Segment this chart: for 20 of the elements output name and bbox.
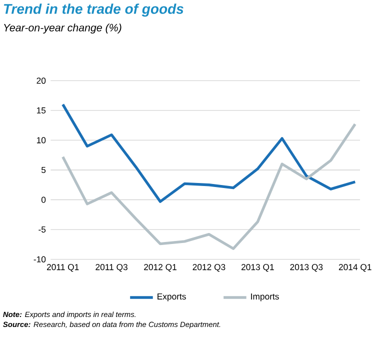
x-tick-label: 2012 Q3 xyxy=(192,264,226,272)
line-series xyxy=(62,122,356,250)
x-tick-label: 2012 Q1 xyxy=(144,264,176,272)
line-series xyxy=(62,103,356,203)
x-tick-label: 2013 Q1 xyxy=(242,264,274,272)
x-tick-label: 2011 Q3 xyxy=(96,264,128,272)
y-tick-label: 0 xyxy=(41,196,46,203)
y-tick-label: -5 xyxy=(38,226,46,233)
chart-title: Trend in the trade of goods xyxy=(4,4,184,17)
y-tick-label: 10 xyxy=(36,137,46,144)
y-tick-label: 20 xyxy=(36,78,46,84)
y-tick-label: 15 xyxy=(36,107,46,114)
x-tick-label: 2014 Q1 xyxy=(338,264,372,272)
legend-label: Exports xyxy=(158,294,186,302)
y-tick-label: 5 xyxy=(41,166,46,174)
y-tick-label: -10 xyxy=(34,256,46,262)
x-tick-label: 2013 Q3 xyxy=(290,264,323,272)
x-tick-label: 2011 Q1 xyxy=(46,264,79,272)
legend-label: Imports xyxy=(251,294,279,302)
chart-subtitle: Year-on-year change (%) xyxy=(4,24,122,34)
